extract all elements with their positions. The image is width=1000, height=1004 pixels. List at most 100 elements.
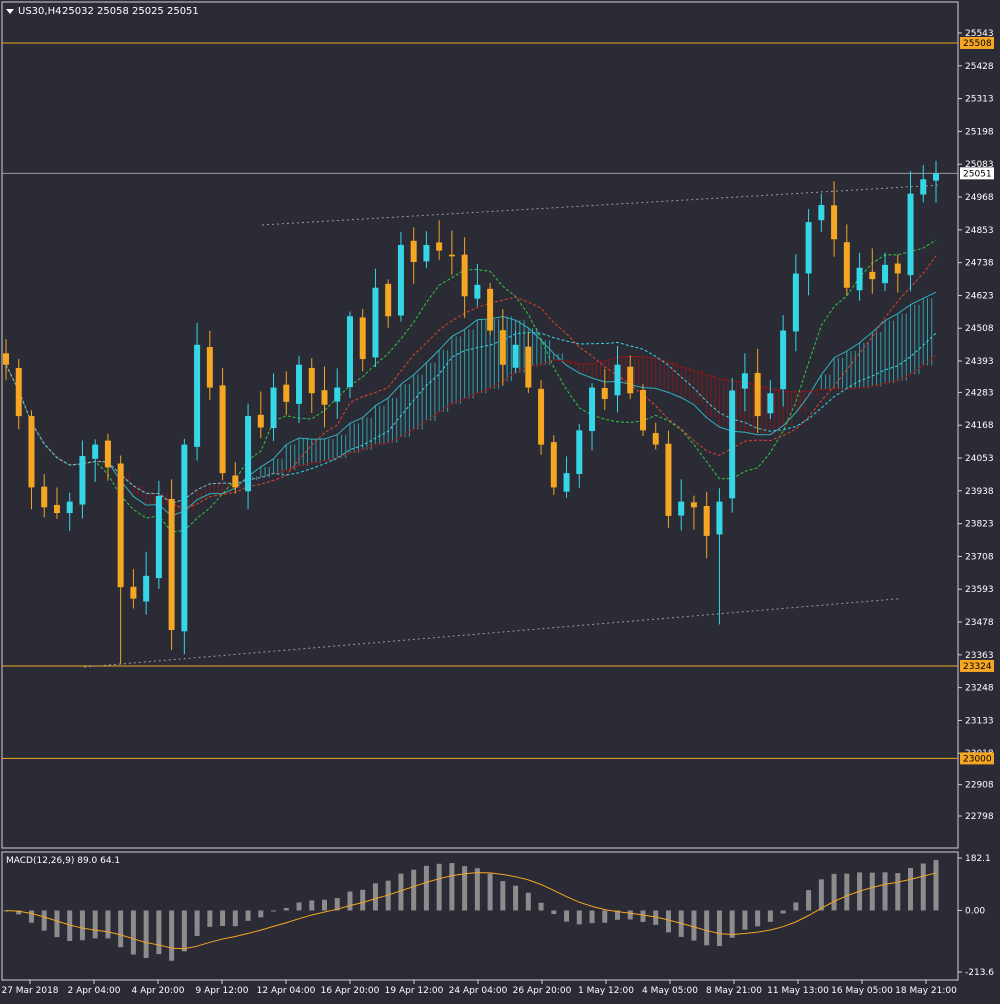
price-tick-label: 24623 bbox=[965, 291, 994, 301]
bull-candle bbox=[933, 160, 939, 203]
macd-plot-frame bbox=[1, 851, 959, 981]
bull-candle bbox=[729, 377, 736, 513]
time-tick-label: 8 May 21:00 bbox=[706, 986, 762, 996]
bear-candle bbox=[652, 422, 659, 450]
macd-histogram-bar bbox=[143, 910, 149, 958]
bull-candle bbox=[397, 231, 404, 322]
macd-histogram-bar bbox=[525, 892, 531, 911]
level-labels: 25508 23324 23000 25051 bbox=[960, 36, 994, 765]
macd-histogram-bar bbox=[449, 863, 455, 911]
price-tick-label: 23593 bbox=[965, 585, 994, 595]
macd-histogram-bar bbox=[411, 869, 417, 911]
upper-channel-line[interactable] bbox=[261, 184, 941, 226]
price-tick-label: 25428 bbox=[965, 62, 994, 72]
macd-histogram-bar bbox=[67, 910, 73, 942]
bear-candle bbox=[525, 332, 532, 394]
bear-candle bbox=[3, 339, 9, 381]
macd-histogram-bar bbox=[92, 910, 98, 939]
price-tick-label: 24168 bbox=[965, 421, 994, 431]
macd-histogram-bar bbox=[334, 898, 340, 911]
macd-histogram-bar bbox=[436, 863, 442, 911]
trend-lines bbox=[83, 184, 941, 668]
bull-candle bbox=[563, 456, 570, 498]
bear-candle bbox=[321, 366, 328, 428]
time-tick-label: 24 Apr 04:00 bbox=[449, 986, 508, 996]
bear-candle bbox=[448, 230, 455, 275]
macd-histogram-bar bbox=[780, 910, 786, 914]
macd-histogram-bar bbox=[920, 863, 926, 911]
macd-histogram-bar bbox=[54, 910, 60, 938]
macd-histogram-bar bbox=[882, 872, 888, 911]
macd-histogram-bar bbox=[321, 899, 327, 911]
bear-candle bbox=[703, 491, 710, 559]
symbol-label: US30,H4 bbox=[18, 6, 61, 17]
bull-candle bbox=[792, 254, 799, 352]
bear-candle bbox=[499, 309, 506, 386]
bull-candle bbox=[79, 440, 86, 519]
bull-candle bbox=[270, 373, 277, 442]
macd-histogram-bar bbox=[831, 873, 837, 911]
bear-candle bbox=[117, 455, 124, 665]
bull-candle bbox=[296, 355, 303, 423]
time-tick-label: 12 Apr 04:00 bbox=[257, 986, 316, 996]
bear-candle bbox=[487, 282, 494, 336]
triangle-down-icon[interactable] bbox=[6, 9, 14, 14]
macd-histogram-bar bbox=[130, 910, 136, 955]
macd-histogram-bar bbox=[729, 910, 735, 938]
macd-histogram-bar bbox=[665, 910, 671, 933]
macd-histogram-bar bbox=[513, 885, 519, 911]
macd-label: MACD(12,26,9) 89.0 64.1 bbox=[6, 856, 120, 866]
price-tick-label: 25198 bbox=[965, 127, 994, 137]
bull-candle bbox=[920, 165, 927, 203]
price-tick-label: 23823 bbox=[965, 520, 994, 530]
ma-slow-line bbox=[5, 331, 937, 504]
macd-histogram-bar bbox=[806, 890, 812, 911]
bull-candle bbox=[780, 315, 787, 407]
bear-candle bbox=[550, 435, 557, 495]
macd-histogram-bar bbox=[181, 910, 187, 952]
lower-channel-line[interactable] bbox=[83, 598, 901, 668]
macd-histogram-bar bbox=[105, 910, 111, 939]
price-tick-label: 24508 bbox=[965, 324, 994, 334]
macd-histogram-bar bbox=[704, 910, 710, 946]
macd-axis-label: -213.6 bbox=[965, 968, 994, 978]
bull-candle bbox=[155, 480, 162, 589]
ohlc-label: 25032 25058 25025 25051 bbox=[62, 6, 199, 17]
bull-candle bbox=[194, 322, 201, 461]
price-tick-label: 23133 bbox=[965, 716, 994, 726]
macd-histogram-bar bbox=[169, 910, 175, 961]
time-tick-label: 11 May 13:00 bbox=[767, 986, 829, 996]
bull-candle bbox=[474, 264, 481, 307]
time-tick-label: 16 May 05:00 bbox=[831, 986, 893, 996]
bear-candle bbox=[359, 308, 366, 372]
bear-candle bbox=[168, 479, 175, 650]
time-tick-label: 2 Apr 04:00 bbox=[68, 986, 121, 996]
time-tick-label: 9 Apr 12:00 bbox=[196, 986, 249, 996]
macd-histogram-bar bbox=[194, 910, 200, 936]
bull-candle bbox=[92, 439, 99, 482]
price-tick-label: 23938 bbox=[965, 487, 994, 497]
bear-candle bbox=[219, 368, 226, 481]
macd-histogram-bar bbox=[742, 910, 748, 930]
bear-candle bbox=[283, 371, 290, 415]
time-tick-label: 4 May 05:00 bbox=[642, 986, 698, 996]
bull-candle bbox=[741, 353, 748, 412]
bull-candle bbox=[716, 488, 723, 625]
macd-histogram-bar bbox=[576, 910, 582, 925]
bull-candle bbox=[805, 208, 812, 296]
price-tick-label: 24738 bbox=[965, 259, 994, 269]
macd-histogram-bar bbox=[767, 910, 773, 922]
macd-axis-label: 0.00 bbox=[965, 906, 985, 916]
bear-candle bbox=[869, 248, 876, 294]
price-tick-label: 25543 bbox=[965, 29, 994, 39]
macd-histogram-bar bbox=[487, 873, 493, 911]
bull-candle bbox=[66, 492, 73, 531]
bear-candle bbox=[461, 237, 468, 318]
bull-candle bbox=[423, 231, 430, 269]
time-tick-label: 18 May 21:00 bbox=[895, 986, 957, 996]
bear-candle bbox=[843, 224, 850, 296]
price-tick-label: 22908 bbox=[965, 781, 994, 791]
bear-candle bbox=[639, 384, 646, 436]
